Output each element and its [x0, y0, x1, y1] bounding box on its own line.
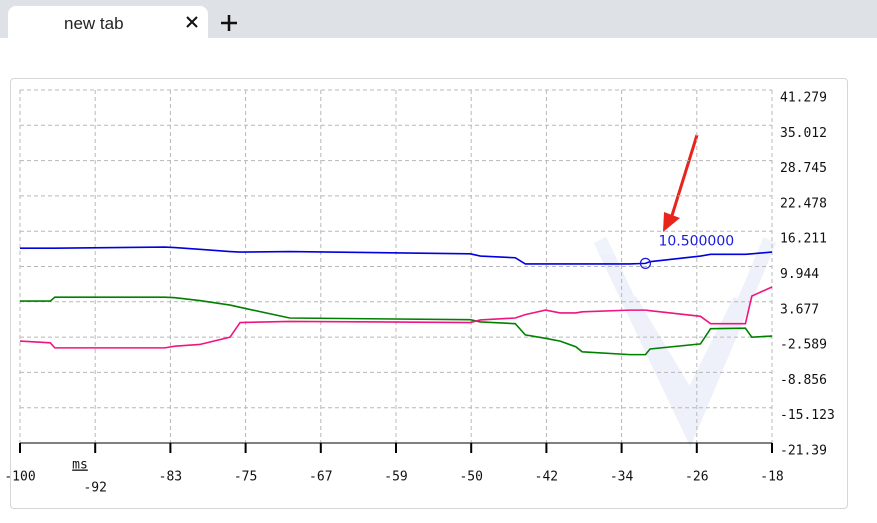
y-tick-label: -21.39: [780, 444, 827, 459]
y-tick-label: 16.211: [780, 232, 827, 247]
y-tick-label: -15.123: [780, 408, 835, 423]
x-tick-label: -26: [685, 470, 708, 485]
series-line: [19, 286, 773, 349]
y-tick-label: 28.745: [780, 161, 827, 176]
new-tab-button[interactable]: [220, 14, 238, 32]
y-tick-label: 22.478: [780, 196, 827, 211]
x-tick-label: -75: [234, 470, 257, 485]
x-tick-label: -59: [384, 470, 407, 485]
x-tick-label: -83: [159, 470, 182, 485]
x-tick-label: -42: [535, 470, 558, 485]
close-tab[interactable]: [186, 16, 198, 28]
annotation-label: 10.500000: [658, 233, 734, 249]
y-tick-label: -2.589: [780, 338, 827, 353]
arrow-head: [663, 212, 680, 232]
tab-bar: new tab: [0, 0, 877, 38]
x-tick-label: -50: [459, 470, 482, 485]
x-tick-label: -34: [610, 470, 634, 485]
y-tick-label: 35.012: [780, 126, 827, 141]
x-axis-label: ms: [72, 458, 88, 473]
tab[interactable]: new tab: [8, 6, 208, 38]
y-tick-label: -8.856: [780, 373, 827, 388]
x-tick-label: -100: [4, 470, 35, 485]
arrow: [668, 134, 699, 223]
x-tick-label: -67: [309, 470, 332, 485]
series-line: [20, 296, 773, 356]
marker: [639, 257, 652, 269]
series-line: [20, 246, 773, 265]
x-tick-label: -18: [760, 470, 783, 485]
x-tick-label: -92: [83, 481, 106, 496]
chart-panel: [10, 78, 848, 509]
y-tick-label: 9.944: [780, 267, 819, 282]
y-tick-label: 41.279: [780, 91, 827, 106]
y-tick-label: 3.677: [780, 302, 819, 317]
watermark: [593, 237, 777, 448]
tab-title[interactable]: new tab: [64, 14, 124, 33]
